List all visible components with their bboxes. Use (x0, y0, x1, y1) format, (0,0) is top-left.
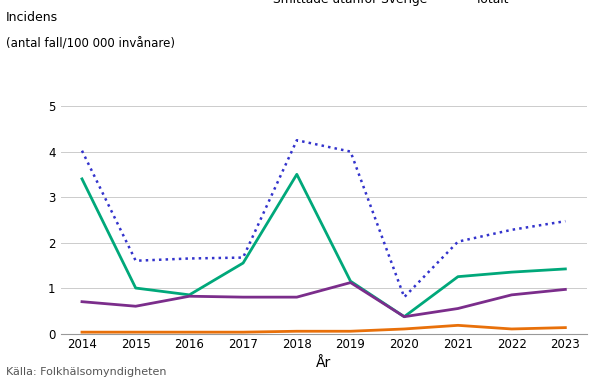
Uppgift saknas (240, 330, 247, 334)
Line: Totalt: Totalt (82, 140, 565, 297)
Line: Uppgift saknas: Uppgift saknas (82, 325, 565, 332)
Uppgift saknas (293, 329, 301, 334)
Smittade utanför Sverige (401, 315, 408, 319)
Uppgift saknas (454, 323, 462, 327)
Totalt (508, 227, 515, 232)
Smittade utanför Sverige (132, 304, 139, 309)
Uppgift saknas (79, 330, 86, 334)
Line: Smittade i Sverige: Smittade i Sverige (82, 174, 565, 317)
Uppgift saknas (508, 327, 515, 331)
Smittade utanför Sverige (240, 295, 247, 299)
Smittade i Sverige (79, 177, 86, 181)
Totalt (454, 240, 462, 244)
Smittade i Sverige (240, 261, 247, 265)
Text: (antal fall/100 000 invånare): (antal fall/100 000 invånare) (6, 38, 175, 51)
Totalt (401, 295, 408, 299)
Smittade utanför Sverige (186, 294, 193, 299)
Totalt (132, 258, 139, 263)
Text: Incidens: Incidens (6, 11, 58, 24)
Totalt (293, 138, 301, 143)
Uppgift saknas (186, 330, 193, 334)
Totalt (561, 219, 569, 224)
Totalt (186, 256, 193, 261)
Totalt (347, 149, 354, 154)
Uppgift saknas (347, 329, 354, 334)
Line: Smittade utanför Sverige: Smittade utanför Sverige (82, 283, 565, 317)
Smittade utanför Sverige (454, 306, 462, 311)
Smittade i Sverige (561, 267, 569, 271)
Smittade i Sverige (293, 172, 301, 177)
Smittade utanför Sverige (561, 287, 569, 292)
Smittade i Sverige (186, 293, 193, 297)
Smittade utanför Sverige (79, 299, 86, 304)
Uppgift saknas (132, 330, 139, 334)
Totalt (79, 149, 86, 153)
Smittade utanför Sverige (508, 293, 515, 297)
X-axis label: År: År (316, 356, 332, 370)
Text: Källa: Folkhälsomyndigheten: Källa: Folkhälsomyndigheten (6, 367, 166, 377)
Uppgift saknas (561, 325, 569, 330)
Smittade i Sverige (401, 315, 408, 319)
Smittade i Sverige (454, 274, 462, 279)
Smittade i Sverige (132, 286, 139, 290)
Smittade i Sverige (347, 279, 354, 283)
Legend: Smittade i Sverige, Smittade utanför Sverige, Uppgift saknas, Totalt: Smittade i Sverige, Smittade utanför Sve… (235, 0, 571, 11)
Smittade utanför Sverige (347, 280, 354, 285)
Totalt (240, 255, 247, 260)
Uppgift saknas (401, 327, 408, 331)
Smittade i Sverige (508, 270, 515, 274)
Smittade utanför Sverige (293, 295, 301, 299)
